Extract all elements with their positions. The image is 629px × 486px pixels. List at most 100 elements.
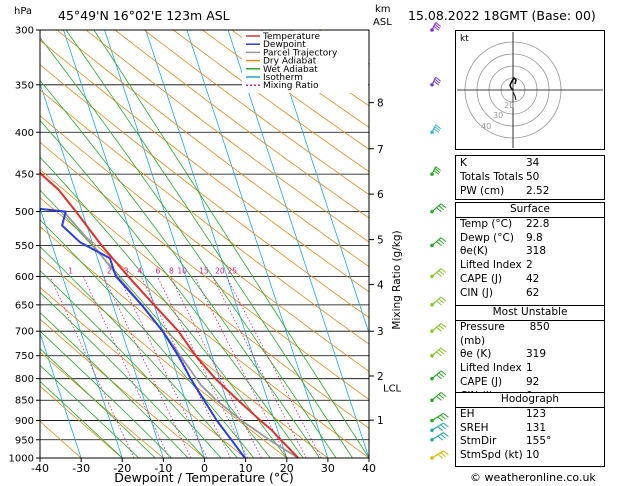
surface-row: θe(K) 318 xyxy=(456,245,604,259)
km-tick-label: 6 xyxy=(377,189,384,201)
most-unstable-row: θe (K) 319 xyxy=(456,348,604,362)
mixing-ratio-line xyxy=(118,276,208,458)
hodograph-trace xyxy=(509,76,517,91)
temperature-tick-label: 30 xyxy=(321,462,335,475)
dry-adiabat-line xyxy=(40,351,164,458)
dry-adiabat-line xyxy=(40,89,369,345)
hodograph-table-row: SREH 131 xyxy=(456,422,604,436)
wind-barb xyxy=(430,124,442,135)
km-tick-label: 3 xyxy=(377,326,384,338)
pressure-tick-label: 550 xyxy=(15,241,34,252)
hodograph-table-row-value: 123 xyxy=(526,407,547,420)
legend-box xyxy=(242,31,368,93)
dry-adiabat-line xyxy=(40,286,246,458)
hodograph-ring-label: 20 xyxy=(504,101,514,110)
mixing-ratio-label: 6 xyxy=(155,266,160,275)
mixing-ratio-label: 1 xyxy=(68,266,73,275)
most-unstable-row-value: 850 xyxy=(529,320,550,333)
mixing-ratio-line xyxy=(211,276,307,458)
wind-barb xyxy=(430,392,447,403)
km-tick-label: 1 xyxy=(377,415,384,427)
mixing-ratio-label: 15 xyxy=(199,266,209,275)
hodograph-table-row-label: SREH xyxy=(460,421,489,434)
wet-adiabat-line xyxy=(40,364,139,458)
surface-row-value: 2 xyxy=(526,259,533,272)
km-tick-label: 2 xyxy=(377,371,384,383)
pressure-tick-label: 850 xyxy=(15,396,34,407)
pressure-tick-label: 800 xyxy=(15,374,34,385)
wet-adiabat-line xyxy=(40,37,337,458)
storm-motion-vector xyxy=(512,91,517,101)
isotherm-line xyxy=(227,30,369,458)
indices-row-value: 2.52 xyxy=(526,184,550,197)
wet-adiabat-line xyxy=(93,30,369,458)
km-unit-label: km xyxy=(375,4,391,15)
wind-barb xyxy=(430,166,442,176)
km-tick-label: 4 xyxy=(377,280,384,292)
legend-entry: Isotherm xyxy=(263,73,303,83)
wind-barb xyxy=(430,347,447,358)
wet-adiabat-line xyxy=(65,30,353,458)
mixing-ratio-label: 3 xyxy=(124,266,129,275)
pressure-tick-label: 1000 xyxy=(9,454,34,465)
most-unstable-row: Lifted Index 1 xyxy=(456,362,604,376)
most-unstable-row-value: 319 xyxy=(526,348,547,361)
dry-adiabat-line xyxy=(40,318,205,458)
pressure-tick-label: 750 xyxy=(15,351,34,362)
isotherm-line xyxy=(268,30,369,335)
surface-row-value: 42 xyxy=(526,272,540,285)
surface-row-value: 22.8 xyxy=(526,217,550,230)
surface-row: Lifted Index 2 xyxy=(456,259,604,273)
hodograph-ring-label: 30 xyxy=(493,111,503,120)
most-unstable-row-label: θe (K) xyxy=(460,348,492,361)
wet-adiabat-line xyxy=(40,270,222,458)
mixing-ratio-line xyxy=(49,276,135,458)
most-unstable-row-label: Pressure (mb) xyxy=(460,320,505,347)
dry-adiabat-line xyxy=(85,30,369,243)
wet-adiabat-line xyxy=(40,348,156,458)
surface-row-label: CAPE (J) xyxy=(460,272,503,285)
wet-adiabat-line xyxy=(40,119,304,458)
pressure-tick-label: 400 xyxy=(15,128,34,139)
wet-adiabat-line xyxy=(40,330,172,458)
surface-row-value: 9.8 xyxy=(526,231,543,244)
wet-adiabat-line xyxy=(40,312,189,458)
mixing-ratio-label: 2 xyxy=(107,266,112,275)
isotherm-line xyxy=(104,30,247,458)
temperature-line xyxy=(40,171,300,458)
dry-adiabat-line xyxy=(40,420,82,458)
mixing-ratio-label: 10 xyxy=(177,266,187,275)
hodograph-table-row: StmDir 155° xyxy=(456,435,604,449)
pressure-unit-label: hPa xyxy=(14,6,33,17)
pressure-tick-label: 300 xyxy=(15,26,34,37)
hodograph-table-panel: Hodograph EH 123 SREH 131 StmDir 155° StmSpd (… xyxy=(455,392,605,467)
isotherm-line xyxy=(40,331,82,458)
hodograph-table-row: StmSpd (kt) 10 xyxy=(456,449,604,463)
wind-barb xyxy=(430,296,447,307)
wet-adiabat-line xyxy=(40,189,271,458)
legend-entry: Dry Adiabat xyxy=(263,57,317,67)
dry-adiabat-line xyxy=(173,30,369,173)
km-tick-label: 7 xyxy=(377,144,384,156)
surface-row: Dewp (°C) 9.8 xyxy=(456,232,604,246)
surface-row-label: Lifted Index xyxy=(460,259,522,272)
dry-adiabat-line xyxy=(144,30,369,196)
x-axis-label: Dewpoint / Temperature (°C) xyxy=(114,470,293,485)
indices-row-value: 50 xyxy=(526,170,540,183)
wind-barb xyxy=(430,450,449,460)
location-title: 45°49'N 16°02'E 123m ASL xyxy=(58,8,230,23)
wind-barb xyxy=(430,203,447,214)
mixing-ratio-label: 4 xyxy=(137,266,142,275)
hodograph-table-row-value: 10 xyxy=(526,449,540,462)
temperature-tick-label: 20 xyxy=(280,462,294,475)
legend-entry: Wet Adiabat xyxy=(263,65,318,75)
indices-row-label: Totals Totals xyxy=(460,170,524,183)
wet-adiabat-line xyxy=(40,380,123,458)
most-unstable-row: CAPE (J) 92 xyxy=(456,376,604,390)
indices-row: Totals Totals 50 xyxy=(456,171,604,185)
dry-adiabat-line xyxy=(40,141,369,400)
dry-adiabat-line xyxy=(40,39,369,293)
surface-title: Surface xyxy=(456,203,604,218)
wind-barb xyxy=(430,432,449,442)
most-unstable-title: Most Unstable xyxy=(456,306,604,321)
